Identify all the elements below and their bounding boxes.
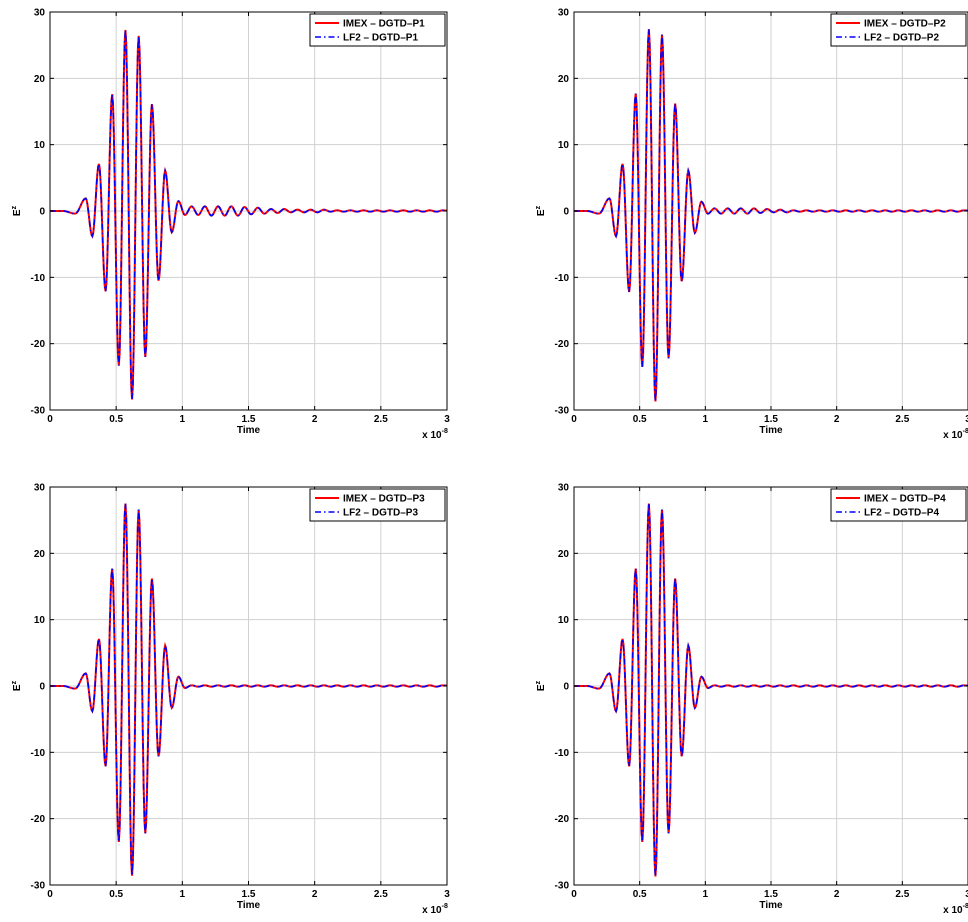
x-exponent-label: x 10-8 xyxy=(943,428,968,441)
y-tick-label: 30 xyxy=(34,8,46,19)
x-exponent-label: x 10-8 xyxy=(422,428,448,441)
series-line-lf2 xyxy=(50,503,447,876)
x-tick-label: 2 xyxy=(312,889,318,900)
legend-label-imex: IMEX – DGTD–P1 xyxy=(343,19,425,30)
y-tick-label: 30 xyxy=(558,8,570,19)
y-tick-label: -10 xyxy=(31,273,46,284)
y-tick-label: -30 xyxy=(555,406,570,417)
x-tick-label: 3 xyxy=(444,414,450,425)
panel-bottom-left: 0 0.5 1 1.5 2 2.5 3 -30 -20 -10 0 10 20 30 Time x 10-8 E… xyxy=(11,483,450,917)
panel-top-right: 0 0.5 1 1.5 2 2.5 3 -30 -20 -10 0 10 20 30 Time x 10-8 E… xyxy=(535,8,968,441)
y-tick-label: -30 xyxy=(555,881,570,892)
series-line-lf2 xyxy=(574,29,968,402)
y-tick-label: 10 xyxy=(34,615,46,626)
x-tick-label: 1.5 xyxy=(242,889,256,900)
y-axis-label: Ez xyxy=(11,205,23,216)
legend: IMEX – DGTD–P4 LF2 – DGTD–P4 xyxy=(830,488,967,522)
x-exponent-label: x 10-8 xyxy=(422,903,448,916)
x-tick-label: 1 xyxy=(180,889,186,900)
legend: IMEX – DGTD–P3 LF2 – DGTD–P3 xyxy=(309,488,446,522)
y-axis-label: Ez xyxy=(535,680,547,691)
legend-label-lf2: LF2 – DGTD–P4 xyxy=(864,508,939,519)
x-axis-label: Time xyxy=(759,425,783,436)
x-tick-label: 2 xyxy=(312,414,318,425)
y-tick-label: 0 xyxy=(39,682,45,693)
legend-box xyxy=(309,488,446,522)
legend-label-imex: IMEX – DGTD–P3 xyxy=(343,494,425,505)
y-axis-label: Ez xyxy=(11,680,23,691)
legend-label-lf2: LF2 – DGTD–P2 xyxy=(864,33,939,44)
x-tick-label: 2.5 xyxy=(895,414,909,425)
y-tick-label: -10 xyxy=(555,273,570,284)
y-tick-label: -30 xyxy=(31,881,46,892)
y-axis-label: Ez xyxy=(535,205,547,216)
y-tick-label: 10 xyxy=(34,140,46,151)
y-tick-label: -20 xyxy=(31,814,46,825)
y-tick-label: -30 xyxy=(31,406,46,417)
x-tick-label: 0 xyxy=(47,889,53,900)
y-tick-label: 10 xyxy=(558,615,570,626)
x-tick-label: 1 xyxy=(703,889,709,900)
x-tick-label: 0.5 xyxy=(109,889,123,900)
legend-label-lf2: LF2 – DGTD–P3 xyxy=(343,508,418,519)
x-tick-label: 1.5 xyxy=(764,889,778,900)
y-tick-label: 20 xyxy=(34,74,46,85)
x-tick-label: 0 xyxy=(571,889,577,900)
x-axis-label: Time xyxy=(237,425,261,436)
legend-box xyxy=(309,13,446,47)
x-axis-label: Time xyxy=(759,900,783,911)
y-tick-label: 0 xyxy=(39,207,45,218)
x-tick-label: 2.5 xyxy=(374,414,388,425)
legend-box xyxy=(830,488,967,522)
legend-label-imex: IMEX – DGTD–P2 xyxy=(864,19,946,30)
x-tick-label: 3 xyxy=(444,889,450,900)
y-tick-label: 0 xyxy=(563,682,569,693)
y-tick-label: 20 xyxy=(558,74,570,85)
x-tick-label: 0.5 xyxy=(633,889,647,900)
legend: IMEX – DGTD–P1 LF2 – DGTD–P1 xyxy=(309,13,446,47)
x-tick-label: 3 xyxy=(965,889,968,900)
y-tick-label: 10 xyxy=(558,140,570,151)
y-tick-label: -20 xyxy=(555,339,570,350)
x-tick-label: 1.5 xyxy=(764,414,778,425)
legend-label-imex: IMEX – DGTD–P4 xyxy=(864,494,946,505)
legend: IMEX – DGTD–P2 LF2 – DGTD–P2 xyxy=(830,13,967,47)
y-tick-label: 30 xyxy=(558,483,570,494)
x-tick-label: 3 xyxy=(965,414,968,425)
y-tick-label: 20 xyxy=(558,549,570,560)
legend-box xyxy=(830,13,967,47)
y-tick-label: 30 xyxy=(34,483,46,494)
panel-top-left: 0 0.5 1 1.5 2 2.5 3 -30 -20 -10 0 10 20 30 Time x 10-8 E… xyxy=(11,8,450,442)
y-tick-label: -20 xyxy=(555,814,570,825)
x-axis-label: Time xyxy=(237,900,261,911)
x-tick-label: 0.5 xyxy=(633,414,647,425)
series-line-lf2 xyxy=(574,503,968,877)
series-line-lf2 xyxy=(50,29,447,400)
x-tick-label: 0 xyxy=(47,414,53,425)
x-tick-label: 2.5 xyxy=(895,889,909,900)
x-tick-label: 1 xyxy=(180,414,186,425)
y-tick-label: 0 xyxy=(563,207,569,218)
x-exponent-label: x 10-8 xyxy=(943,903,968,916)
x-tick-label: 2 xyxy=(834,414,840,425)
y-tick-label: -10 xyxy=(555,748,570,759)
y-tick-label: -20 xyxy=(31,339,46,350)
x-tick-label: 1 xyxy=(703,414,709,425)
y-tick-label: 20 xyxy=(34,549,46,560)
y-tick-label: -10 xyxy=(31,748,46,759)
x-tick-label: 1.5 xyxy=(242,414,256,425)
legend-label-lf2: LF2 – DGTD–P1 xyxy=(343,33,418,44)
x-tick-label: 0 xyxy=(571,414,577,425)
x-tick-label: 2 xyxy=(834,889,840,900)
x-tick-label: 0.5 xyxy=(109,414,123,425)
panel-bottom-right: 0 0.5 1 1.5 2 2.5 3 -30 -20 -10 0 10 20 30 Time x 10-8 E… xyxy=(535,483,968,916)
x-tick-label: 2.5 xyxy=(374,889,388,900)
